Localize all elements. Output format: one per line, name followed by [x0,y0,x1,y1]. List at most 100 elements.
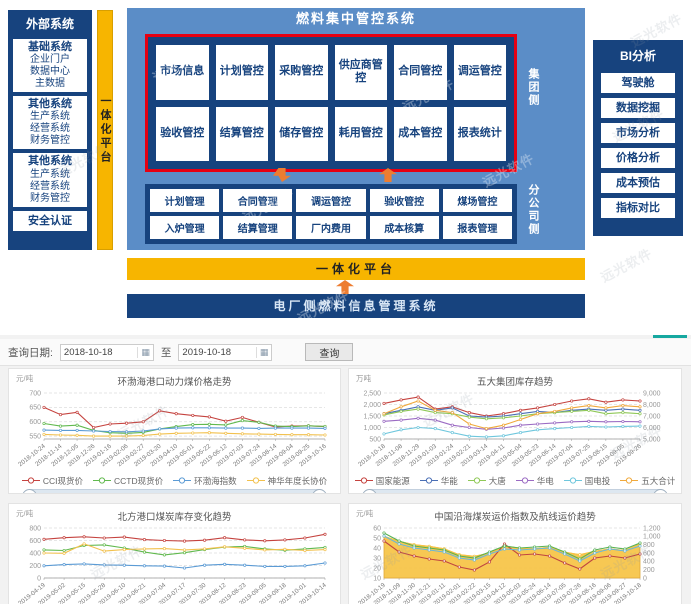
fuel-control-panel: 燃料集中管控系统 市场信息 计划管控 采购管控 供应商管控 合同管控 调运管控 验收管控 结算… [127,8,585,250]
legend-item[interactable]: 五大合计 [620,475,675,487]
legend-item[interactable]: 国家能源 [354,475,410,487]
legend-marker-icon [354,477,373,484]
series-1 [42,419,327,435]
plant-system-bar: 电厂侧燃料信息管理系统 [127,294,585,318]
external-system-item: 经营系统 [30,180,70,192]
flow-arrow-up-icon [336,280,354,294]
external-system-group: 其他系统 生产系统 经营系统 财务管控 [13,153,87,207]
chart-card-header: 万吨 五大集团库存趋势 [354,372,676,388]
end-date-input[interactable]: 2019-10-18 ▦ [178,343,273,361]
legend-marker-icon [563,477,582,484]
chart-card-3: 元/吨 中国沿海煤炭运价指数及航线运价趋势 10 20 30 40 50 60 0 200 400 6… [348,503,682,604]
external-systems-title: 外部系统 [25,17,74,31]
svg-text:650: 650 [29,405,41,412]
calendar-icon[interactable]: ▦ [137,346,150,358]
svg-text:800: 800 [29,525,41,532]
x-axis-labels: 2018-10-242018-11-142018-12-052018-12-26… [17,439,328,468]
branch-side-label: 分公司侧 [527,184,539,236]
svg-text:20: 20 [373,565,381,572]
group-modules-grid: 市场信息 计划管控 采购管控 供应商管控 合同管控 调运管控 验收管控 结算管控 储存管控 耗用管… [156,45,506,161]
start-date-input[interactable]: 2018-10-18 ▦ [59,343,154,361]
query-button[interactable]: 查询 [305,343,354,361]
legend-item[interactable]: 大唐 [467,475,506,487]
group-side-label: 集团侧 [527,68,539,107]
x-axis-labels: 2018-10-182018-11-082018-11-292019-01-03… [357,439,643,468]
legend-item[interactable]: 国电投 [563,475,611,487]
branch-module-tile: 成本核算 [369,216,439,239]
branch-module-tile: 调运管控 [296,189,366,212]
legend-item[interactable]: CCTD现货价 [93,475,163,487]
svg-text:1,200: 1,200 [643,525,661,532]
branch-modules-box: 计划管理 合同管理 调运管控 验收管控 煤场管控 入炉管理 结算管理 厂内费用 成本核算 报表管理 [145,184,517,244]
module-tile: 结算管控 [215,106,268,161]
module-tile: 供应商管控 [334,45,387,100]
to-label: 至 [160,346,172,359]
legend-label: 华电 [536,475,554,486]
chart-card-2: 元/吨 北方港口煤炭库存变化趋势 0 200 400 600 800 2019-04-19 20… [8,503,341,604]
module-tile: 合同管控 [394,45,447,100]
calendar-icon[interactable]: ▦ [255,346,268,358]
module-tile: 成本管控 [394,106,447,161]
legend-label: 神华年度长协价 [267,475,328,486]
legend-label: CCI现货价 [42,475,83,486]
branch-module-tile: 计划管理 [150,189,220,212]
legend-item[interactable]: 环渤海指数 [173,475,237,487]
svg-text:5,000: 5,000 [643,436,661,443]
module-tile: 储存管控 [275,106,328,161]
svg-text:10: 10 [373,575,381,582]
svg-text:7,000: 7,000 [643,413,661,420]
series-3 [42,431,327,438]
group-modules-box: 市场信息 计划管控 采购管控 供应商管控 合同管控 调运管控 验收管控 结算管控 储存管控 耗用管… [145,34,517,172]
series-2 [42,426,327,434]
tab-indicator [653,335,687,338]
system-title: 燃料集中管控系统 [295,11,416,26]
svg-text:600: 600 [643,550,655,557]
external-system-item: 经营系统 [30,123,70,135]
series-3 [42,561,327,570]
external-system-item: 企业门户 [30,54,70,66]
datazoom-preview [369,490,661,494]
series-0 [382,395,642,418]
datazoom-slider[interactable]: ≡≡ [362,489,668,494]
chart-card-0: 元/吨 环渤海港口动力煤价格走势 550 600 650 700 2018-10-24 201… [8,368,341,494]
svg-text:0: 0 [643,575,647,582]
svg-text:8,000: 8,000 [643,402,661,409]
legend-label: 五大合计 [641,475,676,486]
external-system-item: 财务管控 [30,192,70,204]
legend-item[interactable]: 华能 [419,475,458,487]
legend-item[interactable]: 神华年度长协价 [246,475,328,487]
legend-label: 国电投 [584,475,611,486]
external-system-item: 财务管控 [30,135,70,147]
external-system-group-title: 基础系统 [28,41,72,53]
legend-marker-icon [21,477,40,484]
external-system-group: 基础系统 企业门户 数据中心 主数据 [13,39,87,93]
chart-plot: 550 600 650 700 2018-10-242018-11-142018-12-… [17,390,328,468]
legend-label: 环渤海指数 [194,475,237,486]
svg-text:550: 550 [29,433,41,440]
branch-module-tile: 煤场管控 [442,189,512,212]
legend-marker-icon [93,477,111,484]
datazoom-slider[interactable]: ≡≡ [22,489,327,494]
bi-item: 价格分析 [601,148,675,168]
module-tile: 耗用管控 [334,106,387,161]
svg-text:400: 400 [643,559,655,566]
legend-marker-icon [246,477,265,484]
security-auth-box: 安全认证 [13,210,87,231]
datazoom-handle-right[interactable]: ≡ [653,489,668,493]
bi-items: 驾驶舱 数据挖掘 市场分析 价格分析 成本预估 指标对比 [597,73,679,218]
module-tile: 验收管控 [156,106,209,161]
svg-text:2,500: 2,500 [363,390,381,397]
chart-title: 环渤海港口动力煤价格走势 [117,377,232,388]
legend-marker-icon [515,477,534,484]
datazoom-preview [29,490,320,494]
x-axis-labels: 2018-10-192018-11-092018-11-302018-12-21… [357,578,643,604]
svg-text:200: 200 [29,563,41,570]
datazoom-handle-right[interactable]: ≡ [312,489,327,493]
legend-item[interactable]: CCI现货价 [21,475,83,487]
charts-grid: 元/吨 环渤海港口动力煤价格走势 550 600 650 700 2018-10-24 201… [8,368,682,604]
chart-title: 北方港口煤炭库存变化趋势 [117,512,232,523]
legend-marker-icon [467,477,486,484]
legend-item[interactable]: 华电 [515,475,554,487]
